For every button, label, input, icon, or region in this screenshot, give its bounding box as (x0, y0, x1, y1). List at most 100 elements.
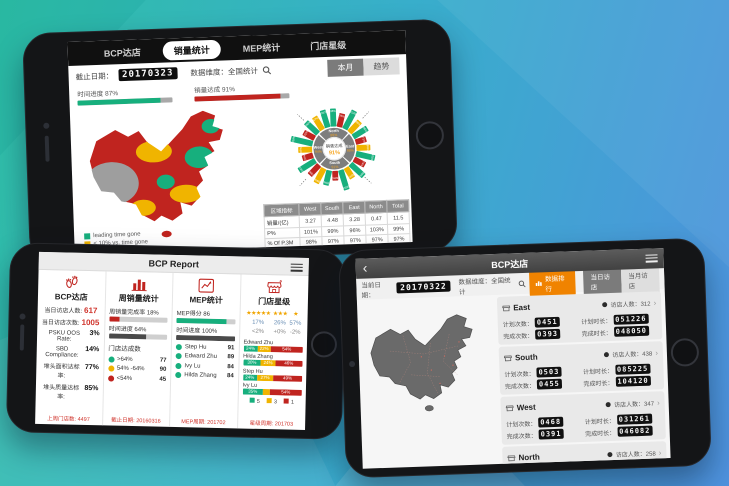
home-button[interactable] (310, 331, 338, 358)
svg-text:91%: 91% (329, 150, 340, 156)
table-header: South (320, 201, 344, 215)
list-label: >64% (117, 356, 133, 363)
metric-value: 85% (84, 384, 99, 393)
menu-icon[interactable] (645, 252, 658, 264)
svg-text:98%: 98% (347, 149, 354, 153)
region-card-East[interactable]: East 访店人数：312 › 计划次数： 0451 计划时长： 051226 完成次数： 03… (496, 291, 663, 345)
storefront-small-icon (505, 398, 514, 416)
region-plan-row: 计划次数：0273计划时长：025921 (508, 463, 662, 469)
svg-text:87%: 87% (312, 116, 319, 123)
field-label: 计划次数： (504, 371, 535, 379)
mini-bar-group: MEP得分 86 (176, 308, 236, 325)
table-cell: 97% (322, 235, 345, 247)
visitors-label: 访店人数：347 (613, 401, 655, 409)
column-footer: MEP周期: 201702 (181, 419, 226, 427)
star-percent: 57% (289, 320, 302, 327)
stacked-bar: Ivy Lu 35% 54% (242, 383, 302, 396)
storefront-small-icon (502, 298, 511, 316)
radial-achievement-chart[interactable]: 98%76% 112%88%95%71%86%105%74%99%83%110%6… (272, 95, 398, 203)
stacked-bar-track: 35% 54% (242, 388, 302, 396)
stacked-bar-track: 30% 24% 46% (242, 359, 303, 367)
column-footer: 上周门店数: 4497 (46, 416, 90, 424)
column-title: BCP达店 (54, 292, 88, 302)
speaker-slot-icon (19, 324, 25, 351)
toggle-当月访店[interactable]: 当月访店 (621, 265, 660, 294)
search-icon[interactable] (518, 279, 526, 287)
metric-label: SBD Compliance: (45, 346, 79, 359)
digital-value: 0503 (536, 366, 562, 378)
svg-text:105%: 105% (370, 154, 376, 162)
metric-label: 当日访店人数: (44, 308, 83, 315)
tab-销量统计[interactable]: 销量统计 (162, 39, 222, 61)
column-footer: 截止日期: 20160316 (111, 417, 161, 425)
progress-label: 销量达成 91% (194, 85, 236, 95)
star-rating-row: ★★★★★ 17% <2% ★★★ 26% +0% ★ 57% -2% (244, 310, 304, 338)
plan-count: 计划次数：0273 (508, 466, 584, 469)
toggle-当日访店[interactable]: 当日访店 (583, 267, 622, 295)
svg-text:85%: 85% (299, 147, 303, 153)
storefront-small-icon (507, 448, 516, 466)
chevron-right-icon: › (658, 447, 662, 457)
date-display[interactable]: 20170323 (117, 67, 178, 82)
date-display[interactable]: 20170322 (396, 280, 451, 294)
stacked-bar-segment: 24% (243, 345, 258, 352)
mini-bar-label: MEP得分 86 (176, 311, 211, 318)
tab-MEP统计[interactable]: MEP统计 (242, 42, 281, 54)
star-group: ★★★ 26% +0% (272, 310, 288, 337)
region-visitors: 访店人数：438 › (604, 348, 658, 359)
visitors-label: 访店人数：258 (615, 450, 656, 459)
ranking-button[interactable]: 数据排行 (529, 268, 577, 297)
list-item: Step Hu 91 (175, 343, 234, 351)
legend-swatch (283, 397, 290, 404)
region-visitors: 访店人数：312 › (602, 298, 656, 309)
svg-text:89%: 89% (313, 178, 320, 184)
tab-BCP达店[interactable]: BCP达店 (103, 46, 141, 59)
report-columns: BCP达店 当日访店人数: 617 当日访店次数: 1005 PSKU OOS Rate:… (35, 269, 309, 430)
table-cell: 0.47 (365, 212, 388, 226)
period-button-本月[interactable]: 本月 (327, 58, 364, 77)
back-chevron-icon[interactable]: ‹ (362, 259, 368, 276)
status-dot-icon (175, 352, 182, 360)
plan-count: 计划次数： 0468 (506, 416, 582, 429)
svg-text:94%: 94% (315, 150, 322, 154)
field-label: 计划次数： (502, 321, 533, 329)
sales-screen: BCP达店 销量统计 MEP统计 门店星级 截止日期： 20170323 数据维度：全… (67, 30, 413, 254)
region-card-South[interactable]: South 访店人数：438 › 计划次数： 0503 计划时长： 085225 完成次数： 0… (498, 341, 665, 395)
star-group: ★★★★★ 17% <2% (246, 310, 271, 338)
done-time: 完成时长： 104120 (583, 375, 659, 388)
region-list: East 访店人数：312 › 计划次数： 0451 计划时长： 051226 完成次数： 03… (496, 291, 668, 469)
home-button[interactable] (415, 120, 445, 150)
stacked-bar-segment: 24% (242, 374, 258, 381)
digital-value: 048050 (613, 325, 650, 337)
china-sales-map[interactable] (74, 99, 265, 249)
china-map-panel: leading time gone< 10% vs. time gone> 10… (74, 99, 265, 254)
report-screen: BCP Report BCP达店 当日访店人数: 617 当日访店次数: 1005 PSK… (35, 251, 309, 430)
menu-icon[interactable] (290, 262, 303, 273)
mini-bar-fill (176, 318, 227, 325)
list-title: 门店达成数 (108, 345, 141, 354)
metric-row: 堆头质量达标率: 85% (40, 382, 99, 401)
home-button[interactable] (670, 337, 700, 367)
metric-value: 1005 (81, 317, 100, 328)
svg-text:91%: 91% (331, 165, 338, 169)
region-card-West[interactable]: West 访店人数：347 › 计划次数： 0468 计划时长： 031261 完成次数： 03… (500, 391, 666, 445)
done-count: 完成次数： 0393 (503, 328, 579, 341)
region-name: West (516, 402, 536, 412)
svg-text:74%: 74% (359, 160, 365, 167)
china-store-map[interactable] (361, 297, 501, 430)
digital-value: 025921 (618, 463, 654, 469)
search-icon[interactable] (263, 65, 272, 74)
table-cell: 3.28 (343, 213, 366, 226)
period-button-趋势[interactable]: 趋势 (363, 56, 400, 76)
list-value: 45 (159, 376, 167, 383)
field-label: 计划时长： (582, 368, 614, 376)
stack-legend-item: 1 (283, 397, 294, 405)
plan-time: 计划时长： 031261 (585, 413, 661, 426)
stacked-bar: Hilda Zhang 30% 24% 46% (242, 354, 303, 367)
tab-门店星级[interactable]: 门店星级 (310, 39, 347, 51)
region-card-header: South 访店人数：438 › (503, 343, 659, 366)
report-column-门店星级: 门店星级 ★★★★★ 17% <2% ★★★ 26% +0% ★ 57% -2% Edward Zh… (238, 274, 309, 429)
region-card-North[interactable]: North访店人数：258›计划次数：0273计划时长：025921完成次数：0… (502, 441, 668, 469)
star-icons: ★ (293, 311, 299, 318)
